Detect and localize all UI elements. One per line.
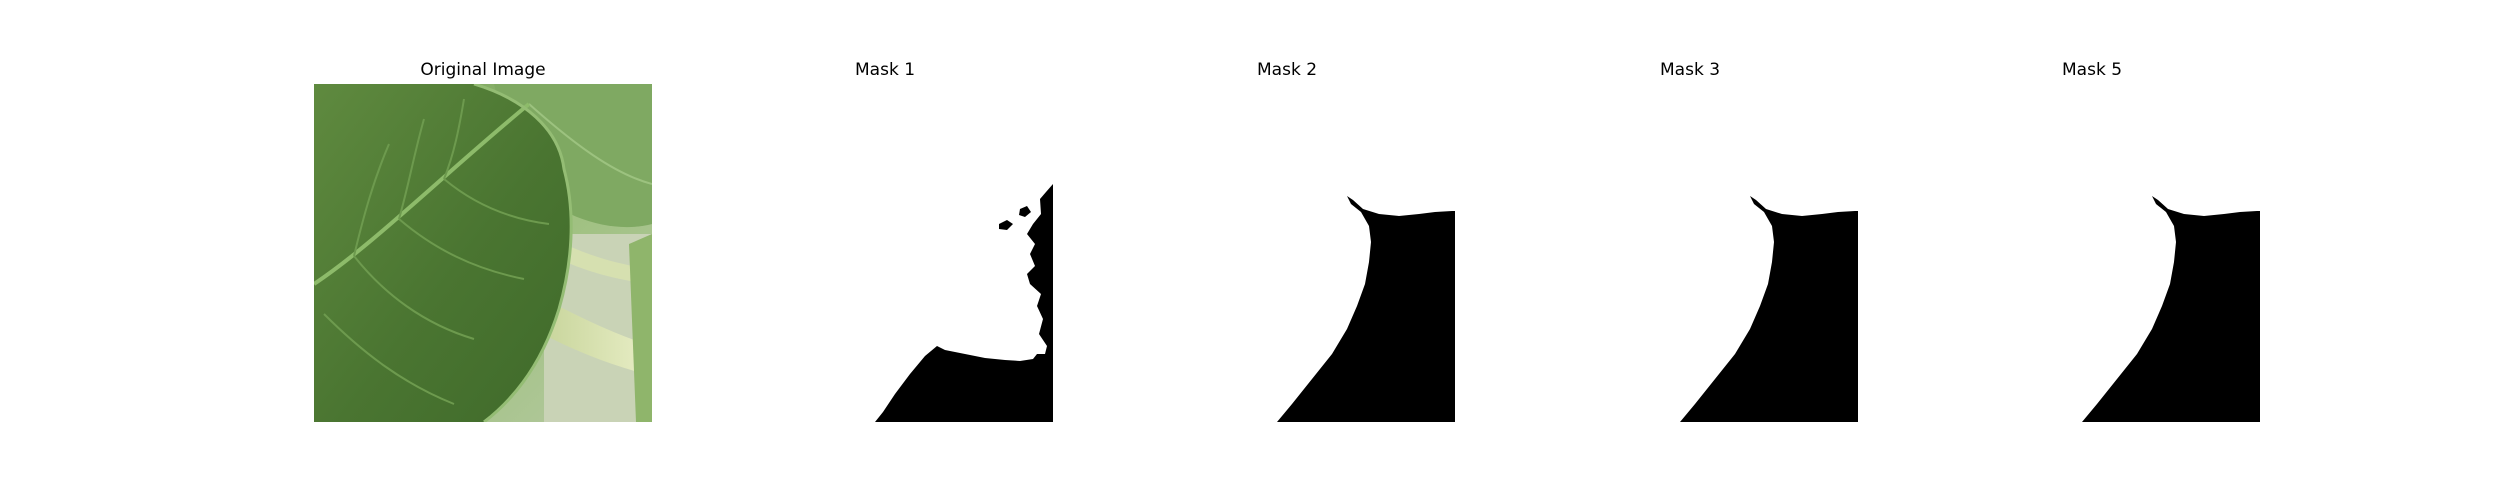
mask-5: [1922, 84, 2260, 422]
original-image: [314, 84, 652, 422]
panel-title-mask-1: Mask 1: [855, 60, 916, 80]
mask-3: [1520, 84, 1858, 422]
mask-5-shape: [2082, 196, 2260, 422]
mask-1-shape: [875, 184, 1053, 422]
mask-2: [1117, 84, 1455, 422]
panel-title-original-image: Original Image: [420, 60, 546, 80]
mask-1: [715, 84, 1053, 422]
panel-title-mask-2: Mask 2: [1257, 60, 1318, 80]
panel-title-mask-3: Mask 3: [1660, 60, 1721, 80]
mask-3-shape: [1680, 196, 1858, 422]
original-image-leaf: [314, 84, 652, 422]
mask-2-shape: [1277, 196, 1455, 422]
panel-title-mask-5: Mask 5: [2062, 60, 2123, 80]
